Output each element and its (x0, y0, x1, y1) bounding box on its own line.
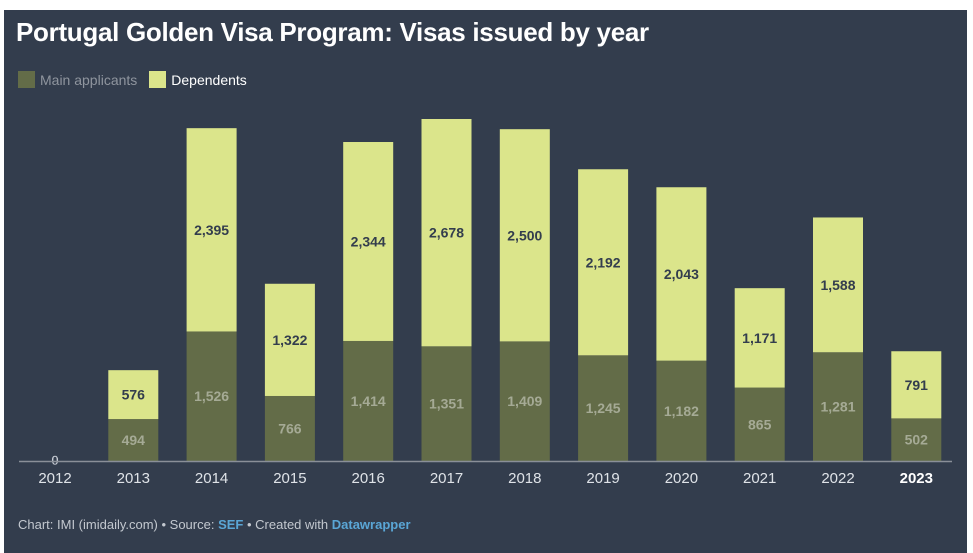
bar-group-2023: 502 791 (891, 351, 942, 461)
source-link[interactable]: SEF (218, 517, 244, 532)
bar-group-2019: 1,245 2,192 (578, 169, 629, 461)
label-main-2013: 494 (122, 432, 146, 448)
bar-group-2020: 1,182 2,043 (656, 187, 707, 461)
bar-dependents-2019[interactable] (578, 169, 629, 356)
label-dependents-2017: 2,678 (429, 225, 464, 241)
footer-credit: Chart: IMI (imidaily.com) • Source: (18, 517, 219, 532)
x-tick-label-2023: 2023 (900, 470, 933, 487)
x-tick-label-2020: 2020 (665, 470, 698, 487)
bar-main-2017[interactable] (421, 346, 472, 461)
label-dependents-2014: 2,395 (194, 222, 229, 238)
label-main-2018: 1,409 (507, 393, 542, 409)
bar-dependents-2021[interactable] (734, 288, 785, 388)
bar-dependents-2014[interactable] (186, 128, 237, 332)
label-main-2014: 1,526 (194, 388, 229, 404)
bar-main-2016[interactable] (343, 340, 394, 461)
bar-main-2013[interactable] (108, 419, 159, 461)
bar-group-2021: 865 1,171 (734, 288, 785, 461)
label-main-2022: 1,281 (820, 399, 855, 415)
bar-group-2013: 494 576 (108, 370, 159, 461)
bar-dependents-2017[interactable] (421, 119, 472, 347)
bar-group-2016: 1,414 2,344 (343, 142, 394, 461)
label-main-2019: 1,245 (586, 400, 621, 416)
label-dependents-2023: 791 (905, 377, 929, 393)
legend-label-main-applicants: Main applicants (40, 71, 138, 88)
label-dependents-2018: 2,500 (507, 227, 542, 243)
x-tick-label-2016: 2016 (352, 470, 385, 487)
label-main-2023: 502 (905, 432, 929, 448)
x-tick-label-2017: 2017 (430, 470, 463, 487)
label-dependents-2019: 2,192 (586, 254, 621, 270)
label-dependents-2021: 1,171 (742, 330, 777, 346)
bar-group-2022: 1,281 1,588 (813, 217, 863, 461)
label-main-2017: 1,351 (429, 396, 464, 412)
bar-main-2021[interactable] (734, 387, 785, 461)
bar-dependents-2015[interactable] (264, 283, 315, 396)
x-tick-label-2015: 2015 (273, 470, 306, 487)
legend-item-dependents[interactable]: Dependents (149, 71, 247, 88)
chart-panel (4, 10, 967, 553)
bar-main-2020[interactable] (656, 360, 707, 461)
bar-group-2018: 1,409 2,500 (499, 129, 550, 461)
label-main-2012: 0 (51, 452, 59, 468)
bar-main-2018[interactable] (499, 341, 550, 461)
label-dependents-2015: 1,322 (272, 332, 307, 348)
label-dependents-2022: 1,588 (820, 277, 855, 293)
bar-main-2014[interactable] (186, 331, 237, 461)
datawrapper-link[interactable]: Datawrapper (331, 517, 411, 532)
footer-created-with: • Created with (243, 517, 332, 532)
legend-swatch-main-applicants (18, 71, 35, 88)
bar-dependents-2020[interactable] (656, 187, 707, 361)
bar-dependents-2023[interactable] (891, 351, 942, 419)
bar-group-2012: 0 (51, 452, 60, 469)
bar-dependents-2022[interactable] (813, 217, 863, 353)
x-tick-label-2014: 2014 (195, 470, 228, 487)
bar-group-2014: 1,526 2,395 (186, 128, 237, 461)
x-tick-label-2018: 2018 (508, 470, 541, 487)
legend-item-main-applicants[interactable]: Main applicants (18, 71, 137, 88)
chart-footer: Chart: IMI (imidaily.com) • Source: SEF … (18, 517, 411, 532)
bar-group-2017: 1,351 2,678 (421, 119, 472, 461)
label-dependents-2013: 576 (122, 387, 146, 403)
bar-main-2023[interactable] (891, 418, 942, 461)
x-tick-label-2021: 2021 (743, 470, 776, 487)
bar-main-2022[interactable] (813, 352, 863, 461)
x-tick-label-2019: 2019 (586, 470, 619, 487)
legend: Main applicants Dependents (18, 71, 259, 88)
bar-group-2015: 766 1,322 (264, 283, 315, 461)
bar-main-2019[interactable] (578, 355, 629, 461)
legend-label-dependents: Dependents (171, 71, 247, 88)
legend-swatch-dependents (149, 71, 167, 88)
bar-dependents-2016[interactable] (343, 142, 394, 341)
label-main-2015: 766 (278, 420, 302, 436)
bar-main-2015[interactable] (264, 395, 315, 461)
label-main-2021: 865 (748, 416, 772, 432)
label-dependents-2020: 2,043 (664, 266, 699, 282)
label-main-2016: 1,414 (351, 393, 386, 409)
bar-dependents-2018[interactable] (499, 129, 550, 342)
x-tick-label-2013: 2013 (117, 470, 150, 487)
chart-title: Portugal Golden Visa Program: Visas issu… (16, 17, 649, 47)
label-dependents-2016: 2,344 (351, 233, 386, 249)
x-tick-label-2022: 2022 (821, 470, 854, 487)
label-main-2020: 1,182 (664, 403, 699, 419)
bar-dependents-2013[interactable] (108, 370, 159, 420)
x-tick-label-2012: 2012 (38, 470, 71, 487)
